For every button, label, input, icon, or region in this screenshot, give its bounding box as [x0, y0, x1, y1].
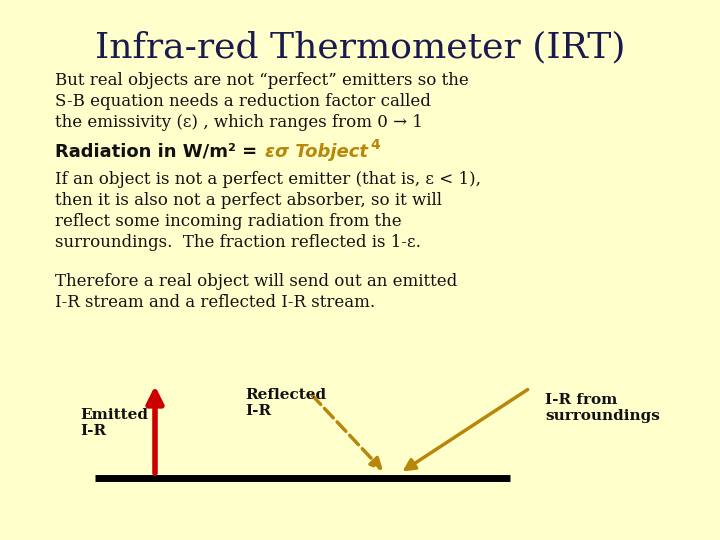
Text: Infra-red Thermometer (IRT): Infra-red Thermometer (IRT)	[95, 30, 625, 64]
Text: Radiation in W/m² =: Radiation in W/m² =	[55, 143, 264, 161]
Text: I-R stream and a reflected I-R stream.: I-R stream and a reflected I-R stream.	[55, 294, 375, 311]
Text: εσ Tobject: εσ Tobject	[265, 143, 368, 161]
Text: Therefore a real object will send out an emitted: Therefore a real object will send out an…	[55, 273, 457, 290]
Text: Emitted
I-R: Emitted I-R	[80, 408, 148, 438]
Text: If an object is not a perfect emitter (that is, ε < 1),: If an object is not a perfect emitter (t…	[55, 171, 481, 188]
Text: surroundings.  The fraction reflected is 1-ε.: surroundings. The fraction reflected is …	[55, 234, 421, 251]
Text: But real objects are not “perfect” emitters so the: But real objects are not “perfect” emitt…	[55, 72, 469, 89]
Text: reflect some incoming radiation from the: reflect some incoming radiation from the	[55, 213, 402, 230]
Text: 4: 4	[370, 138, 379, 152]
Text: then it is also not a perfect absorber, so it will: then it is also not a perfect absorber, …	[55, 192, 442, 209]
Text: the emissivity (ε) , which ranges from 0 → 1: the emissivity (ε) , which ranges from 0…	[55, 114, 423, 131]
Text: I-R from
surroundings: I-R from surroundings	[545, 393, 660, 423]
Text: Reflected
I-R: Reflected I-R	[245, 388, 326, 418]
Text: S-B equation needs a reduction factor called: S-B equation needs a reduction factor ca…	[55, 93, 431, 110]
